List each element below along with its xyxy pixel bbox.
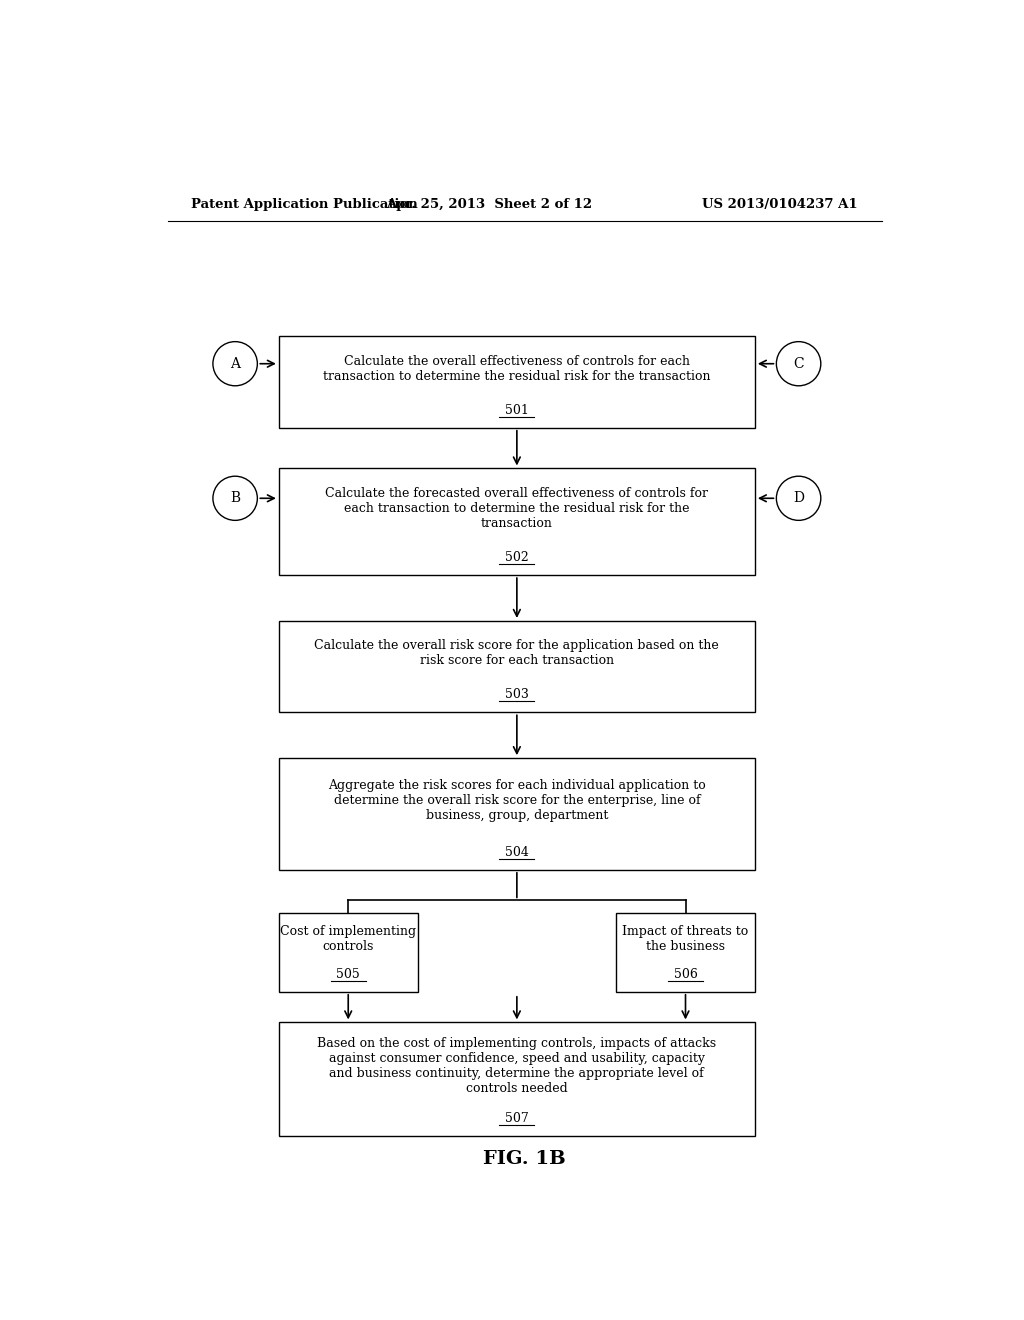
Bar bbox=[279, 620, 755, 713]
Text: Aggregate the risk scores for each individual application to
determine the overa: Aggregate the risk scores for each indiv… bbox=[328, 779, 706, 822]
Text: B: B bbox=[230, 491, 241, 506]
Text: 506: 506 bbox=[674, 968, 697, 981]
Text: US 2013/0104237 A1: US 2013/0104237 A1 bbox=[702, 198, 858, 211]
Text: Calculate the overall effectiveness of controls for each
transaction to determin: Calculate the overall effectiveness of c… bbox=[324, 355, 711, 383]
Ellipse shape bbox=[776, 342, 821, 385]
Bar bbox=[279, 758, 755, 870]
Text: 502: 502 bbox=[505, 550, 528, 564]
Bar bbox=[279, 1022, 755, 1137]
Text: Patent Application Publication: Patent Application Publication bbox=[191, 198, 418, 211]
Text: Apr. 25, 2013  Sheet 2 of 12: Apr. 25, 2013 Sheet 2 of 12 bbox=[386, 198, 592, 211]
Text: FIG. 1B: FIG. 1B bbox=[483, 1150, 566, 1167]
Text: D: D bbox=[794, 491, 804, 506]
Ellipse shape bbox=[213, 342, 257, 385]
Ellipse shape bbox=[213, 477, 257, 520]
Text: Calculate the overall risk score for the application based on the
risk score for: Calculate the overall risk score for the… bbox=[314, 639, 719, 668]
Text: A: A bbox=[230, 356, 241, 371]
Bar bbox=[616, 912, 755, 991]
Text: C: C bbox=[794, 356, 804, 371]
Text: 504: 504 bbox=[505, 846, 528, 859]
Text: Based on the cost of implementing controls, impacts of attacks
against consumer : Based on the cost of implementing contro… bbox=[317, 1038, 717, 1096]
Text: 501: 501 bbox=[505, 404, 528, 417]
Bar bbox=[279, 469, 755, 576]
Bar bbox=[279, 912, 418, 991]
Text: Impact of threats to
the business: Impact of threats to the business bbox=[623, 925, 749, 953]
Text: Cost of implementing
controls: Cost of implementing controls bbox=[281, 925, 417, 953]
Text: 507: 507 bbox=[505, 1111, 528, 1125]
Text: Calculate the forecasted overall effectiveness of controls for
each transaction : Calculate the forecasted overall effecti… bbox=[326, 487, 709, 531]
Text: 503: 503 bbox=[505, 688, 528, 701]
Ellipse shape bbox=[776, 477, 821, 520]
Text: 505: 505 bbox=[336, 968, 360, 981]
Bar bbox=[279, 337, 755, 428]
